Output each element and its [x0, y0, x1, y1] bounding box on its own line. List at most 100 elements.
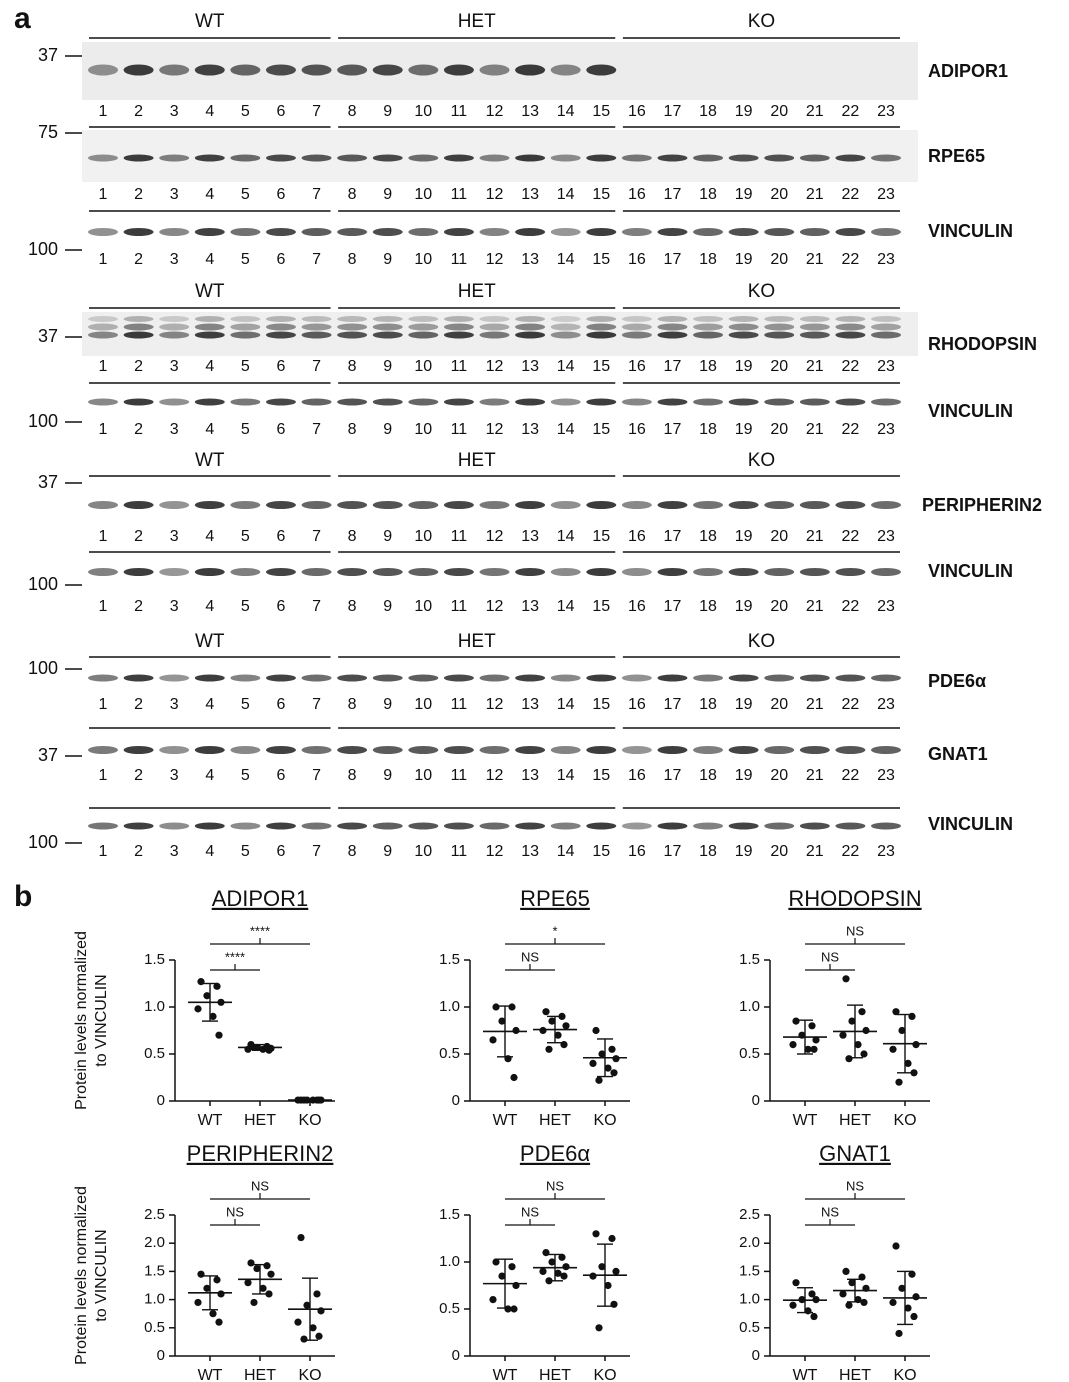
lane-number: 4	[205, 767, 214, 784]
band	[586, 568, 616, 576]
y-tick-label: 0.5	[144, 1045, 165, 1062]
band	[871, 228, 901, 236]
lane-number: 11	[451, 251, 468, 268]
band	[515, 746, 545, 754]
data-point	[842, 975, 849, 982]
lane-number: 23	[877, 528, 895, 545]
y-tick-label: 0.5	[739, 1319, 760, 1336]
lane-number: 8	[348, 421, 357, 438]
chart-title: PERIPHERIN2	[187, 1141, 334, 1166]
protein-name: ADIPOR1	[928, 61, 1008, 81]
lane-number: 22	[842, 598, 860, 615]
band	[373, 675, 403, 682]
band	[88, 324, 118, 331]
lane-number: 4	[205, 528, 214, 545]
band	[657, 155, 687, 162]
lane-number: 20	[770, 696, 788, 713]
lane-number: 13	[521, 186, 539, 203]
data-point	[244, 1279, 251, 1286]
band	[373, 155, 403, 162]
band	[124, 332, 154, 339]
band	[729, 399, 759, 406]
band	[159, 316, 189, 322]
band	[551, 65, 581, 76]
band	[124, 568, 154, 576]
lane-number: 13	[521, 598, 539, 615]
band	[88, 65, 118, 76]
protein-name: VINCULIN	[928, 221, 1013, 241]
lane-number: 1	[99, 598, 108, 615]
data-point	[792, 1018, 799, 1025]
band	[551, 568, 581, 576]
band	[800, 155, 830, 162]
band	[480, 399, 510, 406]
x-tick-label: WT	[493, 1367, 518, 1382]
band	[480, 324, 510, 331]
lane-number: 6	[277, 767, 286, 784]
lane-number: 17	[664, 421, 682, 438]
band	[159, 501, 189, 509]
marker-label: 37	[38, 326, 58, 346]
lane-number: 2	[134, 528, 143, 545]
lane-number: 6	[277, 358, 286, 375]
band	[124, 501, 154, 509]
band	[408, 746, 438, 754]
band	[408, 568, 438, 576]
marker-label: 37	[38, 745, 58, 765]
lane-number: 1	[99, 251, 108, 268]
band	[230, 501, 260, 509]
band	[195, 568, 225, 576]
band	[373, 228, 403, 236]
lane-number: 16	[628, 696, 646, 713]
data-point	[608, 1235, 615, 1242]
data-point	[317, 1307, 324, 1314]
band	[729, 316, 759, 322]
x-tick-label: HET	[839, 1112, 871, 1129]
band	[693, 823, 723, 830]
band	[230, 399, 260, 406]
lane-number: 14	[557, 358, 575, 375]
band	[586, 332, 616, 339]
band	[800, 399, 830, 406]
band	[657, 823, 687, 830]
band	[657, 324, 687, 331]
data-point	[215, 1319, 222, 1326]
band	[693, 501, 723, 509]
data-point	[562, 1263, 569, 1270]
protein-name: GNAT1	[928, 744, 988, 764]
lane-number: 12	[486, 528, 504, 545]
band	[444, 65, 474, 76]
protein-name: PDE6α	[928, 671, 986, 691]
band	[88, 746, 118, 754]
band	[835, 332, 865, 339]
lane-number: 2	[134, 358, 143, 375]
band	[871, 332, 901, 339]
band	[515, 399, 545, 406]
lane-number: 10	[414, 598, 432, 615]
significance-label: NS	[846, 923, 864, 938]
band	[693, 316, 723, 322]
data-point	[858, 1008, 865, 1015]
lane-number: 19	[735, 251, 753, 268]
lane-number: 16	[628, 767, 646, 784]
significance-label: NS	[521, 1204, 539, 1219]
band	[586, 155, 616, 162]
lane-number: 5	[241, 421, 250, 438]
band	[266, 332, 296, 339]
lane-number: 19	[735, 843, 753, 860]
group-label: KO	[748, 281, 775, 302]
marker-label: 100	[28, 574, 58, 594]
band	[302, 228, 332, 236]
band	[88, 399, 118, 406]
band	[622, 675, 652, 682]
data-point	[545, 1046, 552, 1053]
band	[657, 501, 687, 509]
band	[764, 228, 794, 236]
lane-number: 5	[241, 843, 250, 860]
lane-number: 18	[699, 103, 717, 120]
lane-number: 13	[521, 767, 539, 784]
lane-number: 14	[557, 843, 575, 860]
lane-number: 2	[134, 767, 143, 784]
lane-number: 11	[451, 598, 468, 615]
lane-number: 18	[699, 421, 717, 438]
